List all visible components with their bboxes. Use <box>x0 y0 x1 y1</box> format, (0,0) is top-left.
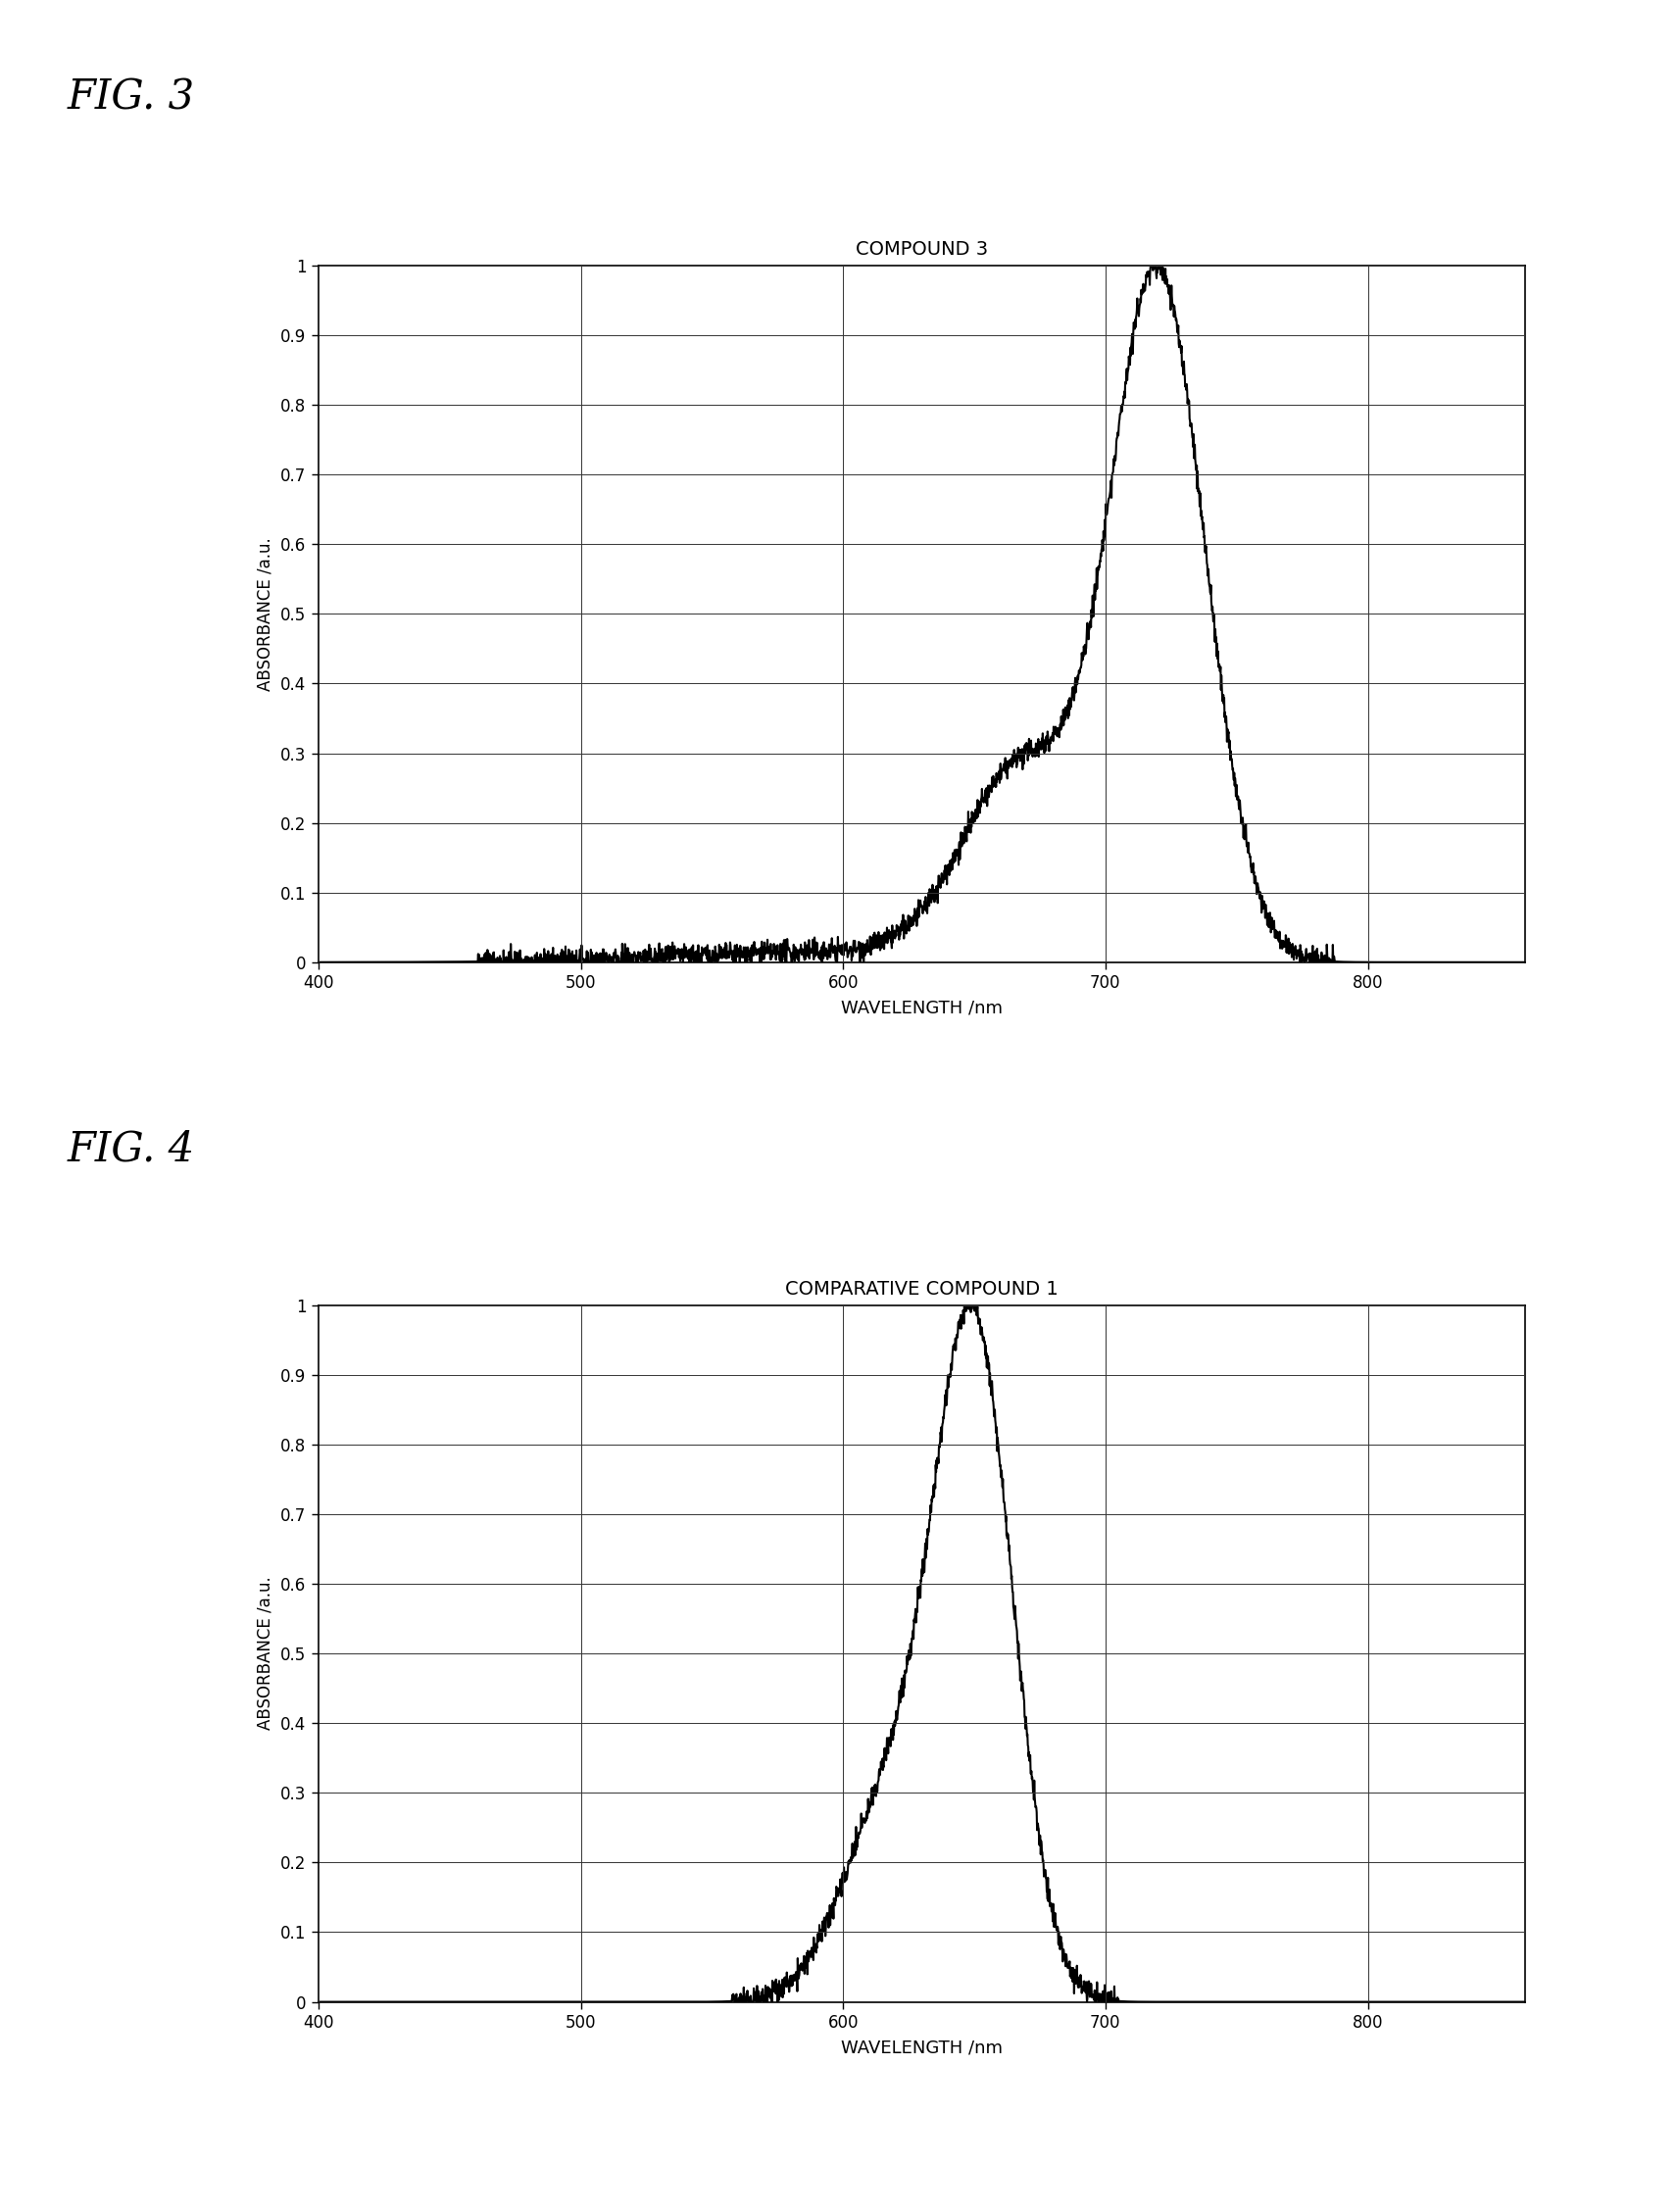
Title: COMPOUND 3: COMPOUND 3 <box>855 239 989 259</box>
X-axis label: WAVELENGTH /nm: WAVELENGTH /nm <box>841 1000 1002 1018</box>
Text: FIG. 3: FIG. 3 <box>67 77 194 119</box>
X-axis label: WAVELENGTH /nm: WAVELENGTH /nm <box>841 2039 1002 2057</box>
Title: COMPARATIVE COMPOUND 1: COMPARATIVE COMPOUND 1 <box>784 1279 1059 1298</box>
Y-axis label: ABSORBANCE /a.u.: ABSORBANCE /a.u. <box>256 1577 273 1730</box>
Text: FIG. 4: FIG. 4 <box>67 1128 194 1170</box>
Y-axis label: ABSORBANCE /a.u.: ABSORBANCE /a.u. <box>256 538 273 690</box>
